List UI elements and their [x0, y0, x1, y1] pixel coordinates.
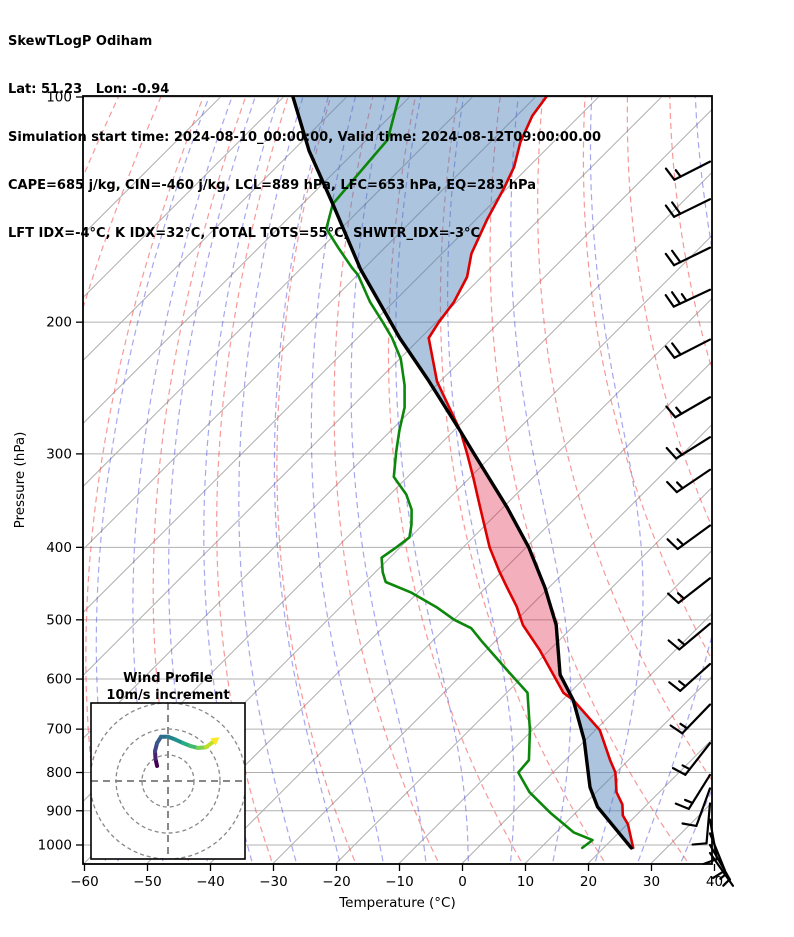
svg-text:30: 30 — [643, 874, 660, 890]
x-axis-ticks: −60 −50 −40 −30 −20 −10 0 10 20 30 40 — [70, 864, 723, 890]
wind-barb — [664, 198, 712, 218]
svg-text:40: 40 — [706, 874, 723, 890]
hodograph-frame — [90, 702, 246, 860]
wind-barb — [665, 436, 712, 460]
svg-text:600: 600 — [46, 672, 72, 688]
chart-indices-line: LFT IDX=-4°C, K IDX=32°C, TOTAL TOTS=55°… — [8, 226, 481, 241]
negative-area-above-EQ — [293, 97, 547, 432]
parcel-curve — [291, 96, 633, 850]
svg-text:700: 700 — [46, 722, 72, 738]
hodograph-title: Wind Profile — [123, 671, 213, 686]
sounding-curves — [291, 96, 635, 850]
y-axis-label: Pressure (hPa) — [12, 432, 28, 529]
svg-text:300: 300 — [46, 446, 72, 462]
hodograph-subtitle: 10m/s increment — [106, 688, 229, 703]
axis-frame — [82, 95, 713, 865]
svg-text:100: 100 — [46, 90, 72, 106]
wind-barb — [664, 338, 712, 359]
buoyancy-fill-areas — [293, 97, 634, 848]
dewpoint-curve — [325, 96, 594, 850]
svg-text:500: 500 — [46, 612, 72, 628]
svg-text:400: 400 — [46, 540, 72, 556]
wind-barb — [674, 773, 712, 810]
svg-text:−50: −50 — [133, 874, 162, 890]
wind-barb — [691, 802, 712, 846]
svg-text:900: 900 — [46, 803, 72, 819]
chart-cape-line: CAPE=685 j/kg, CIN=-460 j/kg, LCL=889 hP… — [8, 178, 536, 193]
svg-text:−20: −20 — [322, 874, 351, 890]
svg-text:−10: −10 — [385, 874, 414, 890]
hodograph-trace — [153, 734, 215, 768]
chart-header: SkewTLogP Odiham Lat: 51.23 Lon: -0.94 S… — [8, 2, 601, 258]
hodograph-arrow-icon — [210, 737, 220, 746]
cape-area — [460, 431, 574, 700]
svg-text:1000: 1000 — [38, 838, 72, 854]
temperature-curve — [427, 96, 635, 850]
svg-text:0: 0 — [458, 874, 467, 890]
svg-text:20: 20 — [580, 874, 597, 890]
wind-barb — [667, 622, 712, 651]
y-axis-ticks: 100 200 300 400 500 600 700 800 900 1000 — [38, 90, 83, 854]
wind-barb — [671, 742, 712, 776]
svg-text:−60: −60 — [70, 874, 99, 890]
axes: −60 −50 −40 −30 −20 −10 0 10 20 30 40 100 200 300 400 5… — [12, 90, 723, 912]
wind-barb — [666, 524, 712, 551]
cin-area — [573, 700, 634, 848]
wind-barb — [668, 662, 712, 692]
x-axis-label: Temperature (°C) — [338, 895, 456, 911]
chart-times: Simulation start time: 2024-08-10_00:00:… — [8, 130, 601, 145]
hodograph-grid — [91, 703, 245, 859]
svg-text:200: 200 — [46, 315, 72, 331]
chart-title: SkewTLogP Odiham — [8, 34, 153, 49]
wind-barb — [664, 246, 712, 267]
svg-text:800: 800 — [46, 765, 72, 781]
svg-text:−30: −30 — [259, 874, 288, 890]
wind-barb — [665, 396, 712, 419]
wind-barb — [681, 787, 712, 828]
svg-text:10: 10 — [517, 874, 534, 890]
hodograph-inset: Wind Profile 10m/s increment — [90, 671, 246, 860]
wind-barb — [669, 703, 712, 735]
wind-barb — [666, 468, 712, 494]
chart-location: Lat: 51.23 Lon: -0.94 — [8, 82, 170, 97]
wind-barb — [708, 851, 735, 887]
wind-barb — [664, 288, 712, 308]
svg-text:−40: −40 — [196, 874, 225, 890]
wind-barb — [666, 577, 712, 605]
wind-barb — [664, 160, 712, 181]
